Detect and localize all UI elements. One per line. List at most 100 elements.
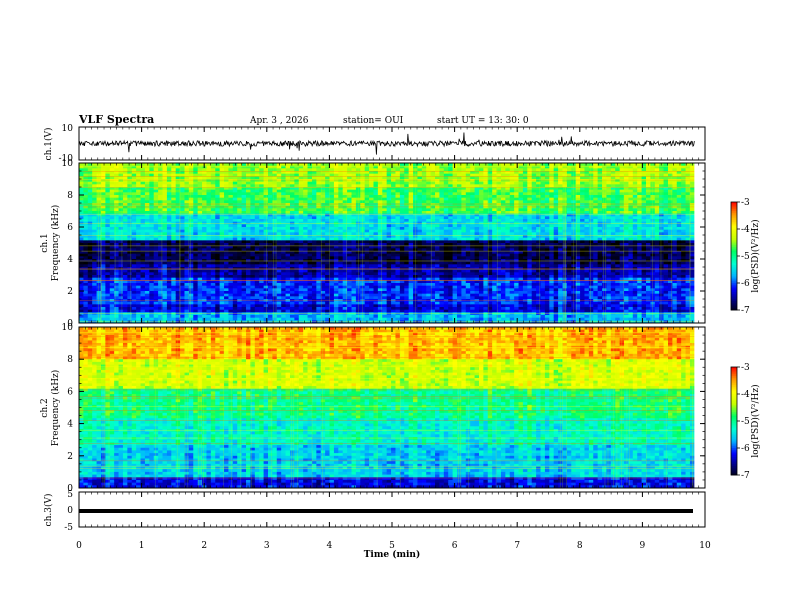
spectrogram-cell — [197, 309, 203, 313]
spectrogram-cell — [276, 275, 282, 279]
spectrogram-cell — [224, 237, 229, 241]
spectrogram-cell — [206, 216, 212, 220]
spectrogram-cell — [421, 221, 427, 225]
spectrogram-cell — [228, 285, 234, 289]
spectrogram-cell — [162, 267, 168, 271]
spectrogram-cell — [197, 229, 203, 233]
spectrogram-cell — [197, 243, 203, 247]
spectrogram-cell — [391, 211, 396, 215]
spectrogram-cell — [430, 221, 436, 225]
spectrogram-cell — [333, 163, 339, 167]
spectrogram-cell — [136, 269, 141, 273]
spectrogram-cell — [311, 179, 317, 183]
spectrogram-cell — [285, 283, 291, 287]
spectrogram-cell — [426, 288, 432, 292]
spectrogram-cell — [241, 219, 247, 223]
spectrogram-cell — [391, 307, 396, 311]
spectrogram-cell — [369, 176, 374, 180]
spectrogram-cell — [364, 232, 370, 236]
spectrogram-cell — [382, 277, 388, 281]
spectrogram-cell — [325, 237, 330, 241]
spectrogram-cell — [272, 248, 278, 252]
spectrogram-cell — [202, 179, 207, 183]
spectrogram-cell — [118, 317, 124, 321]
spectrogram-cell — [237, 179, 243, 183]
spectrogram-cell — [298, 275, 304, 279]
spectrogram-cell — [232, 243, 238, 247]
spectrogram-cell — [311, 267, 317, 271]
spectrogram-cell — [87, 272, 93, 276]
spectrogram-cell — [202, 267, 207, 271]
spectrogram-cell — [417, 267, 423, 271]
spectrogram-cell — [96, 272, 102, 276]
spectrogram-cell — [386, 165, 392, 169]
spectrogram-cell — [386, 224, 392, 228]
spectrogram-cell — [184, 168, 190, 172]
spectrogram-cell — [206, 189, 212, 193]
spectrogram-cell — [311, 280, 317, 284]
spectrogram-cell — [193, 189, 199, 193]
spectrogram-cell — [215, 213, 221, 217]
spectrogram-cell — [417, 256, 423, 260]
spectrogram-cell — [114, 235, 119, 239]
spectrogram-cell — [391, 224, 396, 228]
spectrogram-cell — [325, 317, 330, 321]
spectrogram-cell — [180, 205, 185, 209]
spectrogram-cell — [298, 251, 304, 255]
spectrogram-cell — [382, 307, 388, 311]
spectrogram-cell — [149, 288, 155, 292]
spectrogram-cell — [228, 283, 234, 287]
spectrogram-cell — [395, 275, 401, 279]
spectrogram-cell — [100, 240, 106, 244]
spectrogram-cell — [338, 304, 344, 308]
spectrogram-cell — [136, 253, 141, 257]
spectrogram-cell — [364, 275, 370, 279]
spectrogram-cell — [294, 288, 300, 292]
spectrogram-cell — [136, 211, 141, 215]
spectrogram-cell — [404, 219, 410, 223]
spectrogram-cell — [180, 261, 185, 265]
spectrogram-cell — [210, 205, 216, 209]
spectrogram-cell — [83, 320, 89, 324]
spectrogram-cell — [184, 243, 190, 247]
spectrogram-cell — [360, 189, 366, 193]
spectrogram-cell — [263, 227, 269, 231]
spectrogram-cell — [250, 296, 256, 300]
spectrogram-cell — [342, 253, 348, 257]
spectrogram-cell — [285, 245, 291, 249]
spectrogram-cell — [259, 229, 265, 233]
spectrogram-cell — [118, 275, 124, 279]
spectrogram-cell — [364, 216, 370, 220]
spectrogram-cell — [377, 312, 383, 316]
spectrogram-cell — [171, 317, 177, 321]
spectrogram-cell — [391, 240, 396, 244]
spectrogram-cell — [188, 277, 194, 281]
spectrogram-cell — [395, 176, 401, 180]
spectrogram-cell — [175, 219, 181, 223]
spectrogram-cell — [421, 227, 427, 231]
spectrogram-cell — [439, 248, 445, 252]
spectrogram-cell — [342, 200, 348, 204]
spectrogram-cell — [254, 272, 260, 276]
spectrogram-cell — [338, 229, 344, 233]
spectrogram-cell — [316, 176, 322, 180]
spectrogram-cell — [364, 181, 370, 185]
spectrogram-cell — [210, 197, 216, 201]
spectrogram-cell — [232, 253, 238, 257]
spectrogram-cell — [413, 256, 418, 260]
spectrogram-cell — [158, 309, 163, 313]
spectrogram-cell — [355, 256, 361, 260]
spectrogram-cell — [254, 165, 260, 169]
spectrogram-cell — [347, 195, 352, 199]
spectrogram-cell — [377, 232, 383, 236]
spectrogram-cell — [417, 317, 423, 321]
spectrogram-cell — [285, 203, 291, 207]
spectrogram-cell — [404, 168, 410, 172]
spectrogram-cell — [87, 309, 93, 313]
spectrogram-cell — [118, 184, 124, 188]
spectrogram-cell — [307, 219, 313, 223]
spectrogram-cell — [373, 232, 379, 236]
spectrogram-cell — [79, 309, 84, 313]
spectrogram-cell — [210, 192, 216, 196]
spectrogram-cell — [391, 173, 396, 177]
